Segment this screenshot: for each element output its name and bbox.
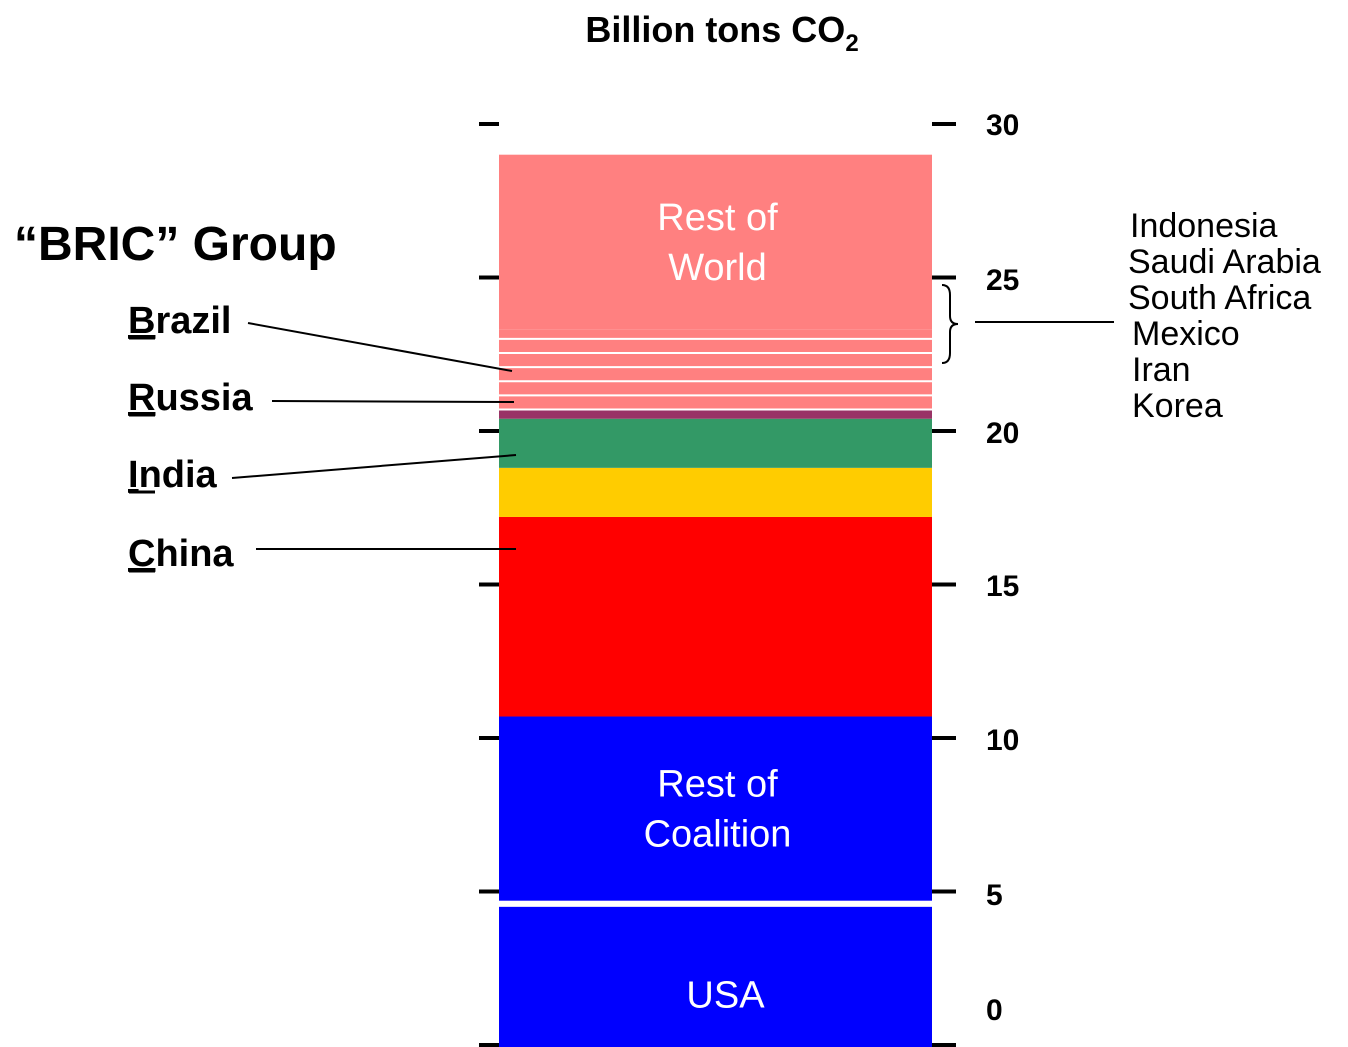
leader-line-india bbox=[231, 454, 517, 479]
segment-brazil bbox=[499, 409, 932, 419]
labels: USA Rest of Coalition Rest of World Billion t… bbox=[14, 9, 1321, 1016]
bric-rest: hina bbox=[155, 533, 234, 575]
others-list-item: Mexico bbox=[1132, 315, 1240, 353]
bric-label-russia: Russia bbox=[128, 377, 253, 419]
bric-rest: ndia bbox=[139, 454, 218, 496]
bric-initial: R bbox=[128, 377, 155, 419]
bric-label-china: China bbox=[128, 533, 234, 575]
others-list-item: Iran bbox=[1132, 351, 1191, 389]
leader-line-brazil bbox=[247, 322, 513, 372]
chart-title: Billion tons CO2 bbox=[585, 9, 858, 57]
tick-label: 20 bbox=[986, 417, 1019, 450]
segment-others bbox=[499, 329, 932, 410]
bric-initial: B bbox=[128, 300, 155, 342]
title-subscript: 2 bbox=[845, 30, 858, 57]
bric-label-india: India bbox=[128, 454, 218, 496]
bric-label-brazil: Brazil bbox=[128, 300, 232, 342]
segment-china bbox=[499, 516, 932, 717]
segment-rest-world bbox=[499, 154, 932, 330]
leader-line-russia bbox=[271, 400, 515, 403]
others-list-item: Korea bbox=[1132, 387, 1223, 425]
others-list-item: South Africa bbox=[1128, 279, 1311, 317]
segment-usa bbox=[499, 906, 932, 1047]
tick-label: 5 bbox=[986, 879, 1003, 912]
tick-label: 30 bbox=[986, 109, 1019, 142]
bar-segments bbox=[499, 154, 932, 1047]
tick-label: 15 bbox=[986, 570, 1019, 603]
others-brace bbox=[941, 284, 959, 364]
segment-label-usa: USA bbox=[686, 974, 765, 1016]
segment-label-rest-coalition: Coalition bbox=[644, 814, 792, 856]
segment-label-rest-world: Rest of bbox=[657, 197, 778, 239]
segment-rest-coalition bbox=[499, 716, 932, 901]
segment-russia bbox=[499, 418, 932, 468]
segment-india bbox=[499, 467, 932, 517]
bric-group-label: “BRIC” Group bbox=[14, 218, 337, 271]
tick-label: 0 bbox=[986, 994, 1003, 1027]
bric-initial: I bbox=[128, 454, 139, 496]
bric-rest: ussia bbox=[155, 377, 253, 419]
tick-label: 10 bbox=[986, 724, 1019, 757]
bric-rest: razil bbox=[155, 300, 231, 342]
segment-label-rest-world: World bbox=[668, 247, 767, 289]
others-list-item: Indonesia bbox=[1130, 207, 1278, 245]
others-list-item: Saudi Arabia bbox=[1128, 243, 1321, 281]
tick-label: 25 bbox=[986, 264, 1019, 297]
segment-label-rest-coalition: Rest of bbox=[657, 764, 778, 806]
bric-initial: C bbox=[128, 533, 155, 575]
axis-ticks: 30 25 20 15 10 5 0 bbox=[479, 109, 1019, 1047]
